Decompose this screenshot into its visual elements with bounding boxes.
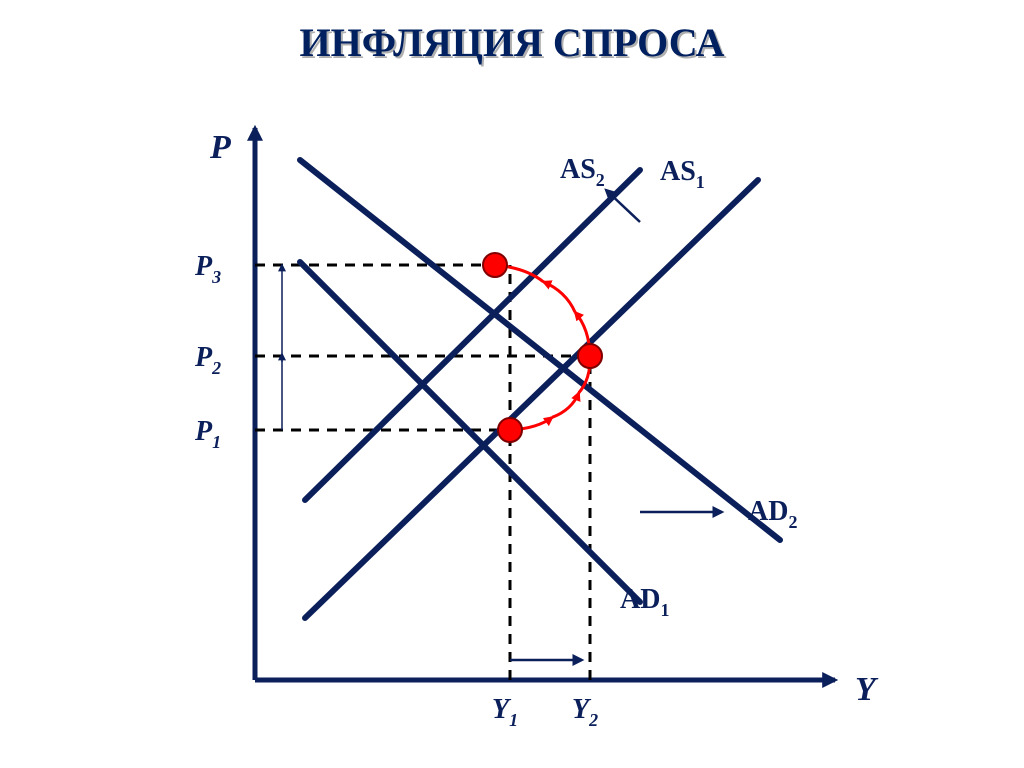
label-ad1: AD1 xyxy=(620,584,669,620)
tick-p1: P1 xyxy=(194,416,221,452)
point-e1 xyxy=(498,418,522,442)
label-as1: AS1 xyxy=(660,156,705,192)
shift-arc-2-seg2 xyxy=(543,282,575,312)
axis-label-y: Y xyxy=(855,671,879,708)
label-as2: AS2 xyxy=(560,154,605,190)
title: ИНФЛЯЦИЯ СПРОСА xyxy=(300,20,725,65)
label-ad2: AD2 xyxy=(748,496,797,532)
curve-ad1 xyxy=(300,262,640,602)
tick-p2: P2 xyxy=(194,342,221,378)
point-e3 xyxy=(483,253,507,277)
tick-y1: Y1 xyxy=(492,694,518,730)
shift-arrow-as xyxy=(606,190,640,222)
tick-y2: Y2 xyxy=(572,694,598,730)
curve-as1 xyxy=(305,180,758,618)
shift-arc-1-seg2 xyxy=(552,393,579,418)
point-e2 xyxy=(578,344,602,368)
axis-label-p: P xyxy=(209,129,231,166)
tick-p3: P3 xyxy=(194,251,221,287)
curve-ad2 xyxy=(300,160,780,540)
curve-as2 xyxy=(305,170,640,500)
